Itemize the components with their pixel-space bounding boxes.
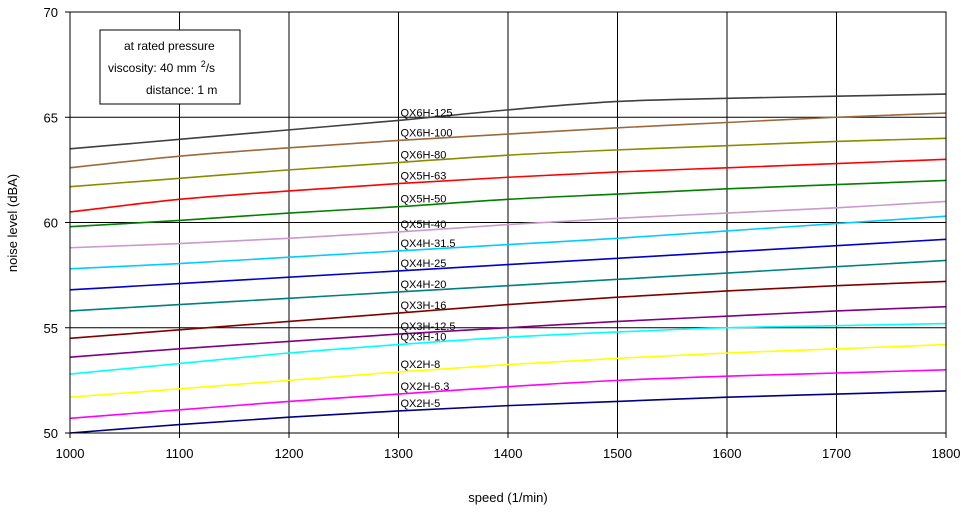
series-label-qx4h-20: QX4H-20 <box>401 279 447 291</box>
y-axis-label: noise level (dBA) <box>5 174 20 272</box>
series-line-qx3h-10 <box>69 322 947 375</box>
series-label-qx2h-8: QX2H-8 <box>401 359 441 371</box>
series-line-qx5h-63 <box>69 158 947 213</box>
series-label-qx6h-80: QX6H-80 <box>401 150 447 162</box>
x-axis-label: speed (1/min) <box>468 490 547 505</box>
annotation-line-1: at rated pressure <box>124 39 215 53</box>
series-label-qx4h-25: QX4H-25 <box>401 258 447 270</box>
series-line-qx6h-100 <box>69 112 947 169</box>
x-tick-label: 1100 <box>166 446 194 461</box>
series-line-qx2h-6-3 <box>69 369 947 420</box>
x-tick-label: 1600 <box>713 446 742 461</box>
series-line-qx5h-40 <box>69 200 947 249</box>
y-tick-label: 70 <box>44 5 58 20</box>
x-tick-label: 1500 <box>603 446 632 461</box>
series-label-qx2h-6-3: QX2H-6.3 <box>401 381 450 393</box>
series-line-qx4h-20 <box>69 259 947 312</box>
series-line-qx2h-8 <box>69 343 947 399</box>
series-line-qx3h-12-5 <box>69 305 947 359</box>
y-axis-ticks: 50 55 60 65 70 <box>44 5 70 441</box>
series-line-qx4h-25 <box>69 238 947 291</box>
series-label-qx5h-63: QX5H-63 <box>401 171 447 183</box>
series-label-qx2h-5: QX2H-5 <box>401 398 441 410</box>
x-tick-label: 1700 <box>822 446 851 461</box>
series-label-qx6h-125: QX6H-125 <box>401 107 453 119</box>
series-label-qx3h-16: QX3H-16 <box>401 300 447 312</box>
x-tick-label: 1300 <box>384 446 413 461</box>
y-tick-label: 50 <box>44 426 58 441</box>
annotation-line-2-prefix: viscosity: 40 mm <box>108 61 197 75</box>
series-label-qx6h-100: QX6H-100 <box>401 127 453 139</box>
annotation-line-2: viscosity: 40 mm 2/s <box>108 59 215 75</box>
y-tick-label: 60 <box>44 216 58 231</box>
series-label-qx5h-40: QX5H-40 <box>401 219 447 231</box>
annotation-box: at rated pressure viscosity: 40 mm 2/s di… <box>99 29 241 105</box>
series-line-qx4h-31-5 <box>69 215 947 270</box>
series-line-qx6h-125 <box>69 93 947 150</box>
annotation-line-2-sup: 2 <box>201 59 206 69</box>
series-label-qx5h-50: QX5H-50 <box>401 194 447 206</box>
x-tick-label: 1000 <box>56 446 85 461</box>
x-axis-ticks: 1000 1100 1200 1300 1400 1500 1600 1700 1800 <box>56 433 961 461</box>
series-line-qx2h-5 <box>69 390 947 434</box>
x-tick-label: 1400 <box>494 446 523 461</box>
x-tick-label: 1800 <box>932 446 961 461</box>
annotation-line-3: distance: 1 m <box>146 83 217 97</box>
series-line-qx5h-50 <box>69 179 947 228</box>
y-tick-label: 65 <box>44 110 58 125</box>
series-line-qx6h-80 <box>69 137 947 188</box>
series-line-qx3h-16 <box>69 280 947 340</box>
series-label-qx4h-31-5: QX4H-31.5 <box>401 238 456 250</box>
annotation-line-2-suffix: /s <box>206 61 215 75</box>
y-tick-label: 55 <box>44 321 58 336</box>
series-label-qx3h-10: QX3H-10 <box>401 332 447 344</box>
series-labels: QX6H-125 QX6H-100 QX6H-80 QX5H-63 QX5H-50 QX5… <box>401 107 456 409</box>
series-lines <box>69 93 947 434</box>
x-tick-label: 1200 <box>275 446 304 461</box>
series-label-qx3h-12-5: QX3H-12.5 <box>401 321 456 333</box>
